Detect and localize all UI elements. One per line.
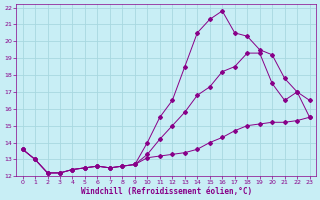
X-axis label: Windchill (Refroidissement éolien,°C): Windchill (Refroidissement éolien,°C)	[81, 187, 252, 196]
